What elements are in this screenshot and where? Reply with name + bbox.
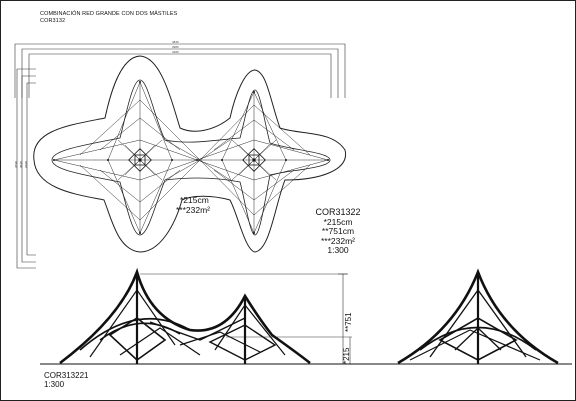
spec-length: **751cm — [321, 226, 355, 237]
elevation-scale: 1:300 — [44, 380, 65, 389]
drawing-code: COR3132 — [40, 17, 66, 24]
dim-left-mid: 3020 — [19, 161, 23, 168]
elevation-dim-low: *215 — [342, 347, 351, 364]
safety-zone-outline — [33, 55, 346, 253]
elevation-dim-total: **751 — [344, 312, 353, 332]
rope-knots — [53, 81, 329, 234]
spec-block: COR31322 *215cm **751cm ***232m² 1:300 — [298, 207, 378, 256]
spec-code: COR31322 — [315, 207, 361, 217]
left-dimension-lines — [16, 68, 36, 269]
spec-scale: 1:300 — [327, 245, 349, 256]
top-dimension-lines — [14, 43, 346, 98]
mast-centers — [128, 148, 266, 172]
dim-top-inner: 3280 — [172, 50, 179, 54]
elevation-two-mast — [59, 267, 311, 365]
elevation-side-view — [397, 268, 559, 365]
drawing-title: COMBINACIÓN RED GRANDE CON DOS MÁSTILES — [40, 11, 178, 17]
dim-left-outer: 3730 — [14, 161, 18, 168]
spec-area: ***232m² — [320, 235, 356, 246]
dim-top-mid: 3980 — [172, 45, 179, 49]
dim-left-inner: 2320 — [24, 161, 28, 168]
elevation-dimensions — [140, 273, 352, 365]
drawing-header: COMBINACIÓN RED GRANDE CON DOS MÁSTILES … — [40, 11, 177, 24]
spec-height: *215cm — [323, 216, 353, 227]
play-area-outline — [51, 79, 331, 236]
dim-top-outer: 4845 — [172, 40, 179, 44]
plan-height-label: *215cm — [180, 195, 209, 205]
plan-area-label: ***232m² — [176, 205, 211, 215]
elevation-code: COR313221 — [44, 371, 89, 380]
